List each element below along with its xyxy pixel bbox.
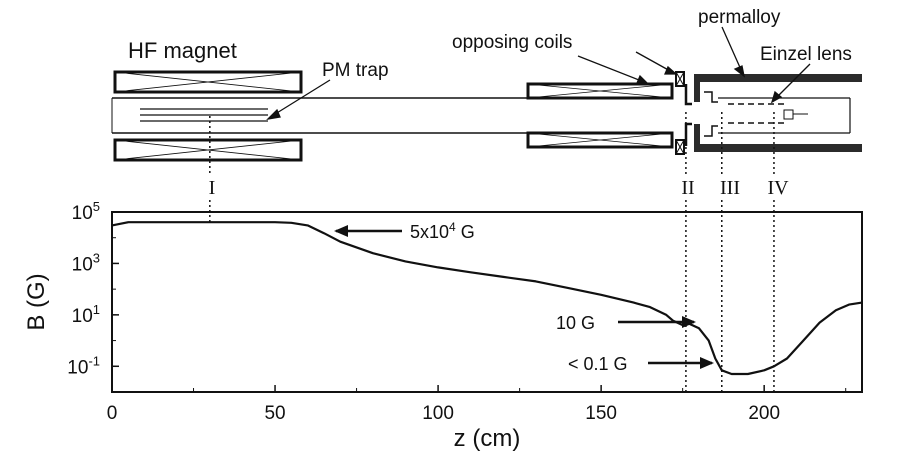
permalloy-pointer [721, 26, 743, 73]
opposing-coil-upper [675, 71, 685, 87]
annotation-10g: 10 G [556, 313, 595, 333]
pm-trap-pointer-head [266, 108, 281, 120]
y-tick-label: 103 [72, 250, 100, 275]
einzel-lens-label: Einzel lens [760, 44, 852, 65]
detector-element [783, 109, 794, 120]
annotation-arrow-high-field-head [334, 225, 348, 237]
opposing-coils-pointer-left [577, 55, 645, 83]
schematic-pointers [266, 26, 811, 120]
permalloy-shield-left-lower [694, 124, 700, 152]
opposing-coils-label: opposing coils [452, 32, 572, 53]
entrance-electrode-upper [704, 91, 718, 103]
annotation-arrow-low-field-head [700, 357, 714, 369]
pm-trap-label: PM trap [322, 60, 389, 81]
annotation-arrow-10g-head [682, 316, 696, 328]
marker-label-3: III [720, 177, 740, 199]
annotation-high-field: 5x104 G [410, 220, 475, 242]
hf-magnet-label: HF magnet [128, 38, 237, 63]
marker-label-2: II [681, 177, 694, 199]
permalloy-shield-top [694, 74, 862, 82]
einzel-lens-pointer [775, 63, 811, 99]
opposing-coils-pointer-left-head [636, 74, 650, 85]
marker-label-1: I [209, 177, 216, 199]
flange-lower [684, 122, 692, 146]
y-tick-label: 101 [72, 302, 100, 327]
solenoid-lower-coil [526, 131, 674, 149]
field-profile-line [111, 221, 863, 376]
y-tick-label: 10-1 [67, 353, 100, 378]
annotation-low-field: < 0.1 G [568, 354, 628, 374]
x-tick-label: 200 [748, 403, 780, 424]
y-axis-label: B (G) [23, 273, 50, 330]
x-axis-label: z (cm) [454, 425, 521, 452]
opposing-coils-pointer-right [635, 51, 673, 73]
pm-trap-pointer [271, 79, 331, 117]
y-tick-label: 105 [72, 199, 100, 224]
plot-frame [111, 211, 863, 393]
solenoid-upper-coil [526, 82, 674, 100]
hf-magnet-upper-coil [113, 70, 303, 94]
entrance-electrode-lower [704, 125, 718, 137]
permalloy-pointer-head [733, 65, 745, 78]
marker-label-4: IV [767, 177, 789, 199]
permalloy-label: permalloy [698, 7, 781, 28]
permalloy-shield-left-upper [694, 74, 700, 102]
opposing-coil-lower [675, 139, 685, 155]
x-tick-label: 50 [264, 403, 285, 424]
apparatus-schematic [111, 70, 862, 162]
opposing-coils-pointer-right-head [664, 65, 678, 75]
x-tick-label: 0 [107, 403, 118, 424]
permalloy-shield-bottom [694, 144, 862, 152]
x-tick-label: 150 [585, 403, 617, 424]
hf-magnet-lower-coil [113, 138, 303, 162]
flange-upper [684, 84, 692, 106]
x-tick-label: 100 [422, 403, 454, 424]
einzel-lens-pointer-head [770, 90, 783, 104]
field-plot: 0 50 100 150 200 105 103 101 10-1 z (cm) B (G) 5x10… [23, 112, 863, 452]
